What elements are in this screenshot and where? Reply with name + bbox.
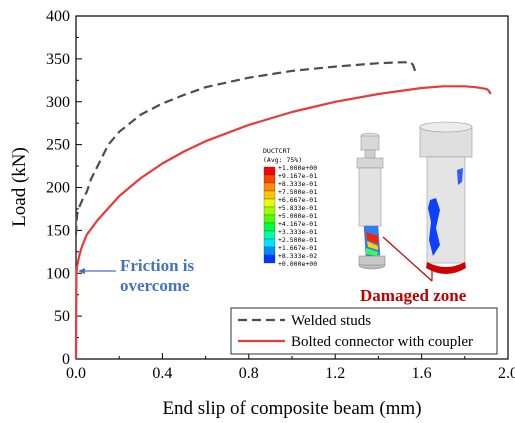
x-tick-label: 0.0 xyxy=(66,365,86,382)
y-tick-label: 250 xyxy=(46,137,70,154)
y-axis-label: Load (kN) xyxy=(9,147,30,227)
contour-legend-value: +9.167e-01 xyxy=(278,172,317,180)
contour-legend: DUCTCRT (Avg: 75%) +1.000e+00+9.167e-01+… xyxy=(263,147,317,268)
contour-legend-swatch xyxy=(263,182,276,192)
y-tick-label: 150 xyxy=(46,222,70,239)
y-tick-label: 300 xyxy=(46,94,70,111)
contour-legend-value: +2.500e-01 xyxy=(278,236,317,244)
contour-legend-value: +8.333e-02 xyxy=(278,252,317,260)
series-layer xyxy=(74,61,492,360)
plot-area: 0.0 0.4 0.8 1.2 1.6 2.0 0 50 100 150 200 250 300 350 4… xyxy=(46,8,515,382)
contour-legend-value: +5.000e-01 xyxy=(278,212,317,220)
friction-arrowhead xyxy=(78,268,85,274)
series-line-welded-studs xyxy=(74,61,417,235)
contour-legend-value: +4.167e-01 xyxy=(278,220,317,228)
legend-box xyxy=(230,307,498,355)
contour-legend-swatch xyxy=(263,190,276,200)
contour-legend-swatch xyxy=(263,206,276,216)
y-tick-label: 50 xyxy=(54,308,70,325)
contour-legend-swatch xyxy=(263,198,276,208)
contour-legend-entries: +1.000e+00+9.167e-01+8.333e-01+7.500e-01… xyxy=(263,164,317,268)
contour-legend-title: DUCTCRT xyxy=(263,147,290,155)
contour-legend-swatch xyxy=(263,174,276,184)
damage-pointer-1 xyxy=(382,236,433,282)
x-tick-label: 0.8 xyxy=(239,365,259,382)
axis-ticks: 0.0 0.4 0.8 1.2 1.6 2.0 0 50 100 150 200 250 300 350 4… xyxy=(46,8,515,382)
legend-label-bolted-connector: Bolted connector with coupler xyxy=(291,334,473,350)
damage-annotation: Damaged zone xyxy=(360,236,467,305)
contour-legend-value: +1.000e+00 xyxy=(278,164,317,172)
series-line-bolted-connector xyxy=(74,85,492,360)
legend: Welded studs Bolted connector with coupl… xyxy=(230,307,498,355)
fe-bolted-connector-model xyxy=(419,121,473,274)
x-tick-label: 1.2 xyxy=(325,365,345,382)
x-tick-label: 0.4 xyxy=(152,365,172,382)
contour-legend-value: +3.333e-01 xyxy=(278,228,317,236)
x-axis-label: End slip of composite beam (mm) xyxy=(162,398,421,419)
contour-legend-swatch xyxy=(263,166,276,176)
contour-legend-value: +1.667e-01 xyxy=(278,244,317,252)
contour-legend-swatch xyxy=(263,222,276,232)
contour-legend-value: +7.500e-01 xyxy=(278,188,317,196)
legend-label-welded-studs: Welded studs xyxy=(291,313,371,329)
damage-text: Damaged zone xyxy=(360,286,467,305)
contour-legend-value: +0.000e+00 xyxy=(278,260,317,268)
y-tick-label: 400 xyxy=(46,8,70,25)
contour-legend-value: +5.833e-01 xyxy=(278,204,317,212)
contour-legend-subtitle: (Avg: 75%) xyxy=(263,156,302,164)
contour-legend-swatch xyxy=(263,230,276,240)
contour-legend-swatch xyxy=(263,254,276,264)
x-tick-label: 1.6 xyxy=(412,365,432,382)
x-tick-label: 2.0 xyxy=(498,365,515,382)
y-tick-label: 100 xyxy=(46,265,70,282)
contour-legend-swatch xyxy=(263,238,276,248)
friction-annotation: Friction is overcome xyxy=(78,256,195,295)
fe-welded-stud-model xyxy=(356,132,386,270)
friction-text-line2: overcome xyxy=(120,276,190,295)
contour-legend-value: +8.333e-01 xyxy=(278,180,317,188)
y-tick-label: 200 xyxy=(46,180,70,197)
contour-legend-value: +6.667e-01 xyxy=(278,196,317,204)
contour-legend-swatch xyxy=(263,214,276,224)
y-tick-label: 350 xyxy=(46,51,70,68)
y-tick-label: 0 xyxy=(62,351,70,368)
contour-legend-swatch xyxy=(263,246,276,256)
friction-text-line1: Friction is xyxy=(120,256,195,275)
